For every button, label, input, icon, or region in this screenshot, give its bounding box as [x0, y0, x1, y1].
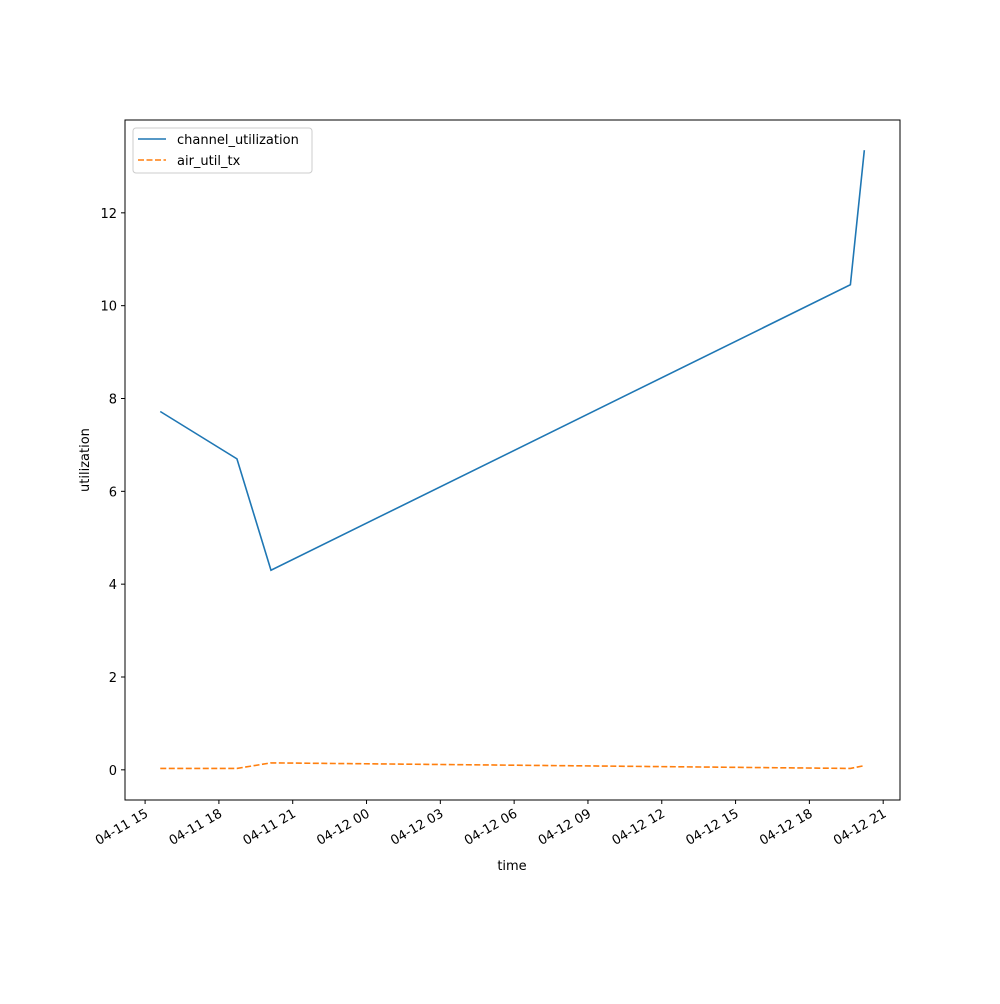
y-axis-label: utilization: [78, 428, 93, 492]
y-tick-label: 10: [100, 300, 117, 315]
y-tick-label: 2: [109, 671, 117, 686]
legend-label: channel_utilization: [177, 133, 299, 148]
x-tick-label: 04-11 18: [167, 806, 225, 848]
x-tick-label: 04-12 03: [388, 806, 446, 848]
legend-box: [132, 127, 313, 174]
series-line: [159, 150, 866, 572]
x-tick-label: 04-12 12: [610, 806, 668, 848]
x-tick-label: 04-12 21: [831, 806, 889, 848]
x-tick-label: 04-12 00: [314, 806, 372, 848]
y-tick-label: 0: [109, 764, 117, 779]
y-tick-label: 4: [109, 578, 117, 593]
x-tick-label: 04-12 06: [462, 806, 520, 848]
y-tick-label: 12: [100, 207, 117, 222]
legend-label: air_util_tx: [177, 154, 241, 169]
x-tick-label: 04-12 09: [536, 806, 594, 848]
series-line: [160, 762, 865, 770]
x-tick-label: 04-11 15: [93, 806, 151, 848]
x-axis-label: time: [497, 859, 526, 874]
y-tick-label: 8: [109, 392, 117, 407]
x-tick-label: 04-12 15: [683, 806, 741, 848]
x-tick-label: 04-12 18: [757, 806, 815, 848]
plot-frame: [124, 119, 901, 801]
y-tick-label: 6: [109, 485, 117, 500]
x-tick-label: 04-11 21: [241, 806, 299, 848]
